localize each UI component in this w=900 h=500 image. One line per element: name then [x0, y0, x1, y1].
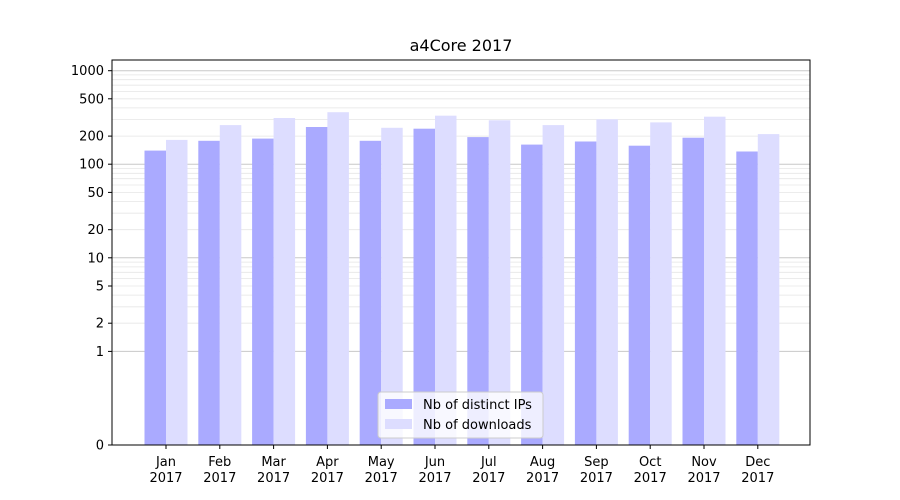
- x-tick-label-year: 2017: [687, 471, 720, 486]
- y-tick-label: 100: [79, 158, 104, 173]
- x-tick-label-year: 2017: [203, 471, 236, 486]
- bar-downloads-dec: [757, 134, 780, 445]
- x-tick-label-month: Aug: [530, 455, 555, 470]
- bar-distinct-ips-jan: [144, 150, 166, 445]
- bar-distinct-ips-sep: [574, 141, 597, 445]
- bar-distinct-ips-aug: [521, 144, 543, 445]
- x-tick-label-month: Oct: [639, 455, 661, 470]
- bar-distinct-ips-feb: [198, 140, 220, 446]
- bar-downloads-may: [381, 127, 403, 446]
- bar-distinct-ips-jun: [413, 128, 435, 445]
- legend-label: Nb of downloads: [423, 418, 532, 433]
- x-tick-label-month: Jan: [155, 455, 176, 470]
- x-tick-label-year: 2017: [257, 471, 290, 486]
- y-tick-label: 2: [96, 317, 104, 332]
- bar-distinct-ips-may: [359, 140, 382, 446]
- x-tick-label-month: Apr: [316, 455, 339, 470]
- legend: Nb of distinct IPs Nb of downloads: [377, 391, 544, 439]
- x-tick-label-month: Nov: [691, 455, 717, 470]
- y-tick-label: 5: [96, 280, 104, 295]
- x-tick-label-month: Mar: [261, 455, 286, 470]
- x-tick-label-year: 2017: [365, 471, 398, 486]
- bar-downloads-jun: [435, 115, 457, 445]
- x-tick-label-year: 2017: [311, 471, 344, 486]
- bar-distinct-ips-jul: [467, 137, 489, 445]
- x-axis: Jan2017Feb2017Mar2017Apr2017May2017Jun20…: [149, 445, 774, 486]
- bar-downloads-apr: [327, 112, 349, 445]
- x-tick-label-month: Sep: [584, 455, 609, 470]
- x-tick-label-year: 2017: [149, 471, 182, 486]
- bar-downloads-feb: [219, 125, 242, 445]
- x-tick-label-year: 2017: [526, 471, 559, 486]
- bar-downloads-jul: [488, 120, 511, 446]
- bars: [144, 112, 780, 446]
- bar-downloads-aug: [542, 125, 565, 445]
- x-tick-label-month: Jun: [424, 455, 445, 470]
- legend-box: [377, 391, 544, 439]
- bar-distinct-ips-mar: [252, 138, 274, 445]
- bar-distinct-ips-apr: [305, 127, 328, 445]
- y-tick-label: 50: [87, 186, 104, 201]
- x-tick-label-year: 2017: [580, 471, 613, 486]
- x-tick-label-month: Jul: [480, 455, 497, 470]
- legend-swatch: [385, 399, 412, 409]
- x-tick-label-year: 2017: [741, 471, 774, 486]
- x-tick-label-month: Feb: [208, 455, 231, 470]
- x-tick-label-month: May: [368, 455, 395, 470]
- y-tick-label: 200: [79, 130, 104, 145]
- y-tick-label: 1: [96, 345, 104, 360]
- bar-downloads-nov: [704, 116, 726, 445]
- bar-downloads-sep: [596, 119, 618, 446]
- y-tick-label: 0: [96, 439, 104, 454]
- x-tick-label-month: Dec: [745, 455, 770, 470]
- bar-distinct-ips-oct: [628, 145, 651, 445]
- legend-swatch: [385, 419, 412, 429]
- bar-downloads-oct: [650, 122, 672, 446]
- y-tick-label: 1000: [71, 64, 104, 79]
- bar-distinct-ips-nov: [682, 137, 704, 445]
- y-tick-label: 500: [79, 92, 104, 107]
- plot-frame: [111, 59, 811, 446]
- chart-title: a4Core 2017: [410, 36, 513, 55]
- bar-downloads-jan: [166, 139, 188, 445]
- y-axis: 0 1 2 5 10 20 50 100 200 500 1000: [71, 64, 112, 454]
- legend-label: Nb of distinct IPs: [423, 398, 532, 413]
- bar-distinct-ips-dec: [736, 151, 758, 445]
- bar-downloads-mar: [273, 118, 296, 445]
- x-tick-label-year: 2017: [634, 471, 667, 486]
- x-tick-label-year: 2017: [472, 471, 505, 486]
- x-tick-label-year: 2017: [418, 471, 451, 486]
- y-tick-label: 10: [87, 251, 104, 266]
- y-tick-label: 20: [87, 223, 104, 238]
